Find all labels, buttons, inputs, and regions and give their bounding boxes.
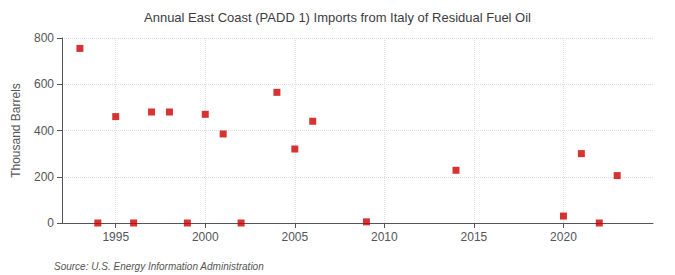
svg-text:1995: 1995 [102, 230, 129, 244]
svg-text:400: 400 [34, 124, 54, 138]
svg-text:2000: 2000 [192, 230, 219, 244]
svg-text:2005: 2005 [281, 230, 308, 244]
svg-text:Thousand Barrels: Thousand Barrels [9, 83, 23, 178]
svg-text:2020: 2020 [550, 230, 577, 244]
svg-text:600: 600 [34, 77, 54, 91]
svg-text:800: 800 [34, 31, 54, 45]
svg-text:2015: 2015 [461, 230, 488, 244]
svg-text:0: 0 [47, 216, 54, 230]
svg-text:Source: U.S. Energy Informatio: Source: U.S. Energy Information Administ… [54, 261, 264, 272]
svg-text:2010: 2010 [371, 230, 398, 244]
svg-text:200: 200 [34, 170, 54, 184]
svg-text:Annual East Coast (PADD 1) Imp: Annual East Coast (PADD 1) Imports from … [144, 10, 531, 25]
